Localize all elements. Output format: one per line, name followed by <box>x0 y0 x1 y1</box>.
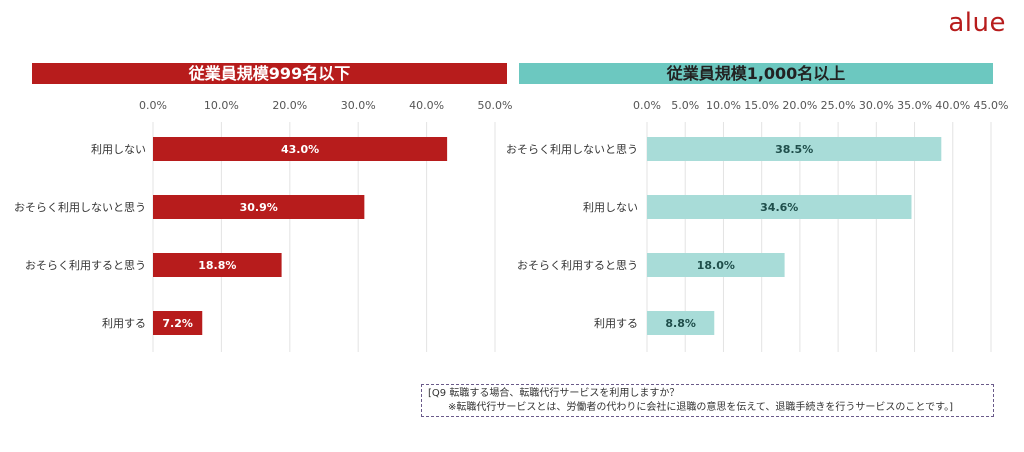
large-category-label: 利用する <box>594 317 638 330</box>
small-category-label: おそらく利用しないと思う <box>14 201 146 214</box>
small-tick-label: 40.0% <box>409 99 444 112</box>
large-tick-label: 25.0% <box>821 99 856 112</box>
large-data-label: 8.8% <box>665 317 696 330</box>
large-tick-label: 15.0% <box>744 99 779 112</box>
small-bar <box>153 311 203 335</box>
question-note-line2: ※転職代行サービスとは、労働者の代わりに会社に退職の意思を伝えて、退職手続きを行… <box>448 402 953 413</box>
small-data-label: 30.9% <box>240 201 278 214</box>
large-tick-label: 45.0% <box>974 99 1009 112</box>
small-bar <box>153 195 365 219</box>
large-data-label: 18.0% <box>697 259 735 272</box>
small-data-label: 7.2% <box>162 317 193 330</box>
large-data-label: 38.5% <box>775 143 813 156</box>
small-tick-label: 50.0% <box>478 99 513 112</box>
large-bar <box>647 253 785 277</box>
large-category-label: おそらく利用しないと思う <box>506 143 638 156</box>
large-tick-label: 0.0% <box>633 99 661 112</box>
small-tick-label: 10.0% <box>204 99 239 112</box>
large-tick-label: 10.0% <box>706 99 741 112</box>
large-category-label: 利用しない <box>583 201 638 214</box>
large-tick-label: 5.0% <box>671 99 699 112</box>
large-bar <box>647 137 942 161</box>
small-category-label: 利用しない <box>91 143 146 156</box>
large-tick-label: 30.0% <box>859 99 894 112</box>
small-tick-label: 20.0% <box>272 99 307 112</box>
large-data-label: 34.6% <box>760 201 798 214</box>
large-tick-label: 20.0% <box>782 99 817 112</box>
question-note: [Q9 転職する場合、転職代行サービスを利用しますか？ ※転職代行サービスとは、… <box>421 384 994 417</box>
large-bar <box>647 195 912 219</box>
chart-title-small-companies: 従業員規模999名以下 <box>32 63 507 84</box>
large-bar <box>647 311 715 335</box>
chart-title-large-companies: 従業員規模1,000名以上 <box>519 63 993 84</box>
large-category-label: おそらく利用すると思う <box>517 259 638 272</box>
large-tick-label: 40.0% <box>935 99 970 112</box>
small-tick-label: 30.0% <box>341 99 376 112</box>
small-category-label: 利用する <box>102 317 146 330</box>
question-note-line1: [Q9 転職する場合、転職代行サービスを利用しますか？ <box>428 388 680 399</box>
small-bar <box>153 253 282 277</box>
small-bar <box>153 137 448 161</box>
small-data-label: 18.8% <box>198 259 236 272</box>
large-tick-label: 35.0% <box>897 99 932 112</box>
small-data-label: 43.0% <box>281 143 319 156</box>
small-tick-label: 0.0% <box>139 99 167 112</box>
brand-logo: alue <box>948 8 1006 38</box>
small-category-label: おそらく利用すると思う <box>25 259 146 272</box>
